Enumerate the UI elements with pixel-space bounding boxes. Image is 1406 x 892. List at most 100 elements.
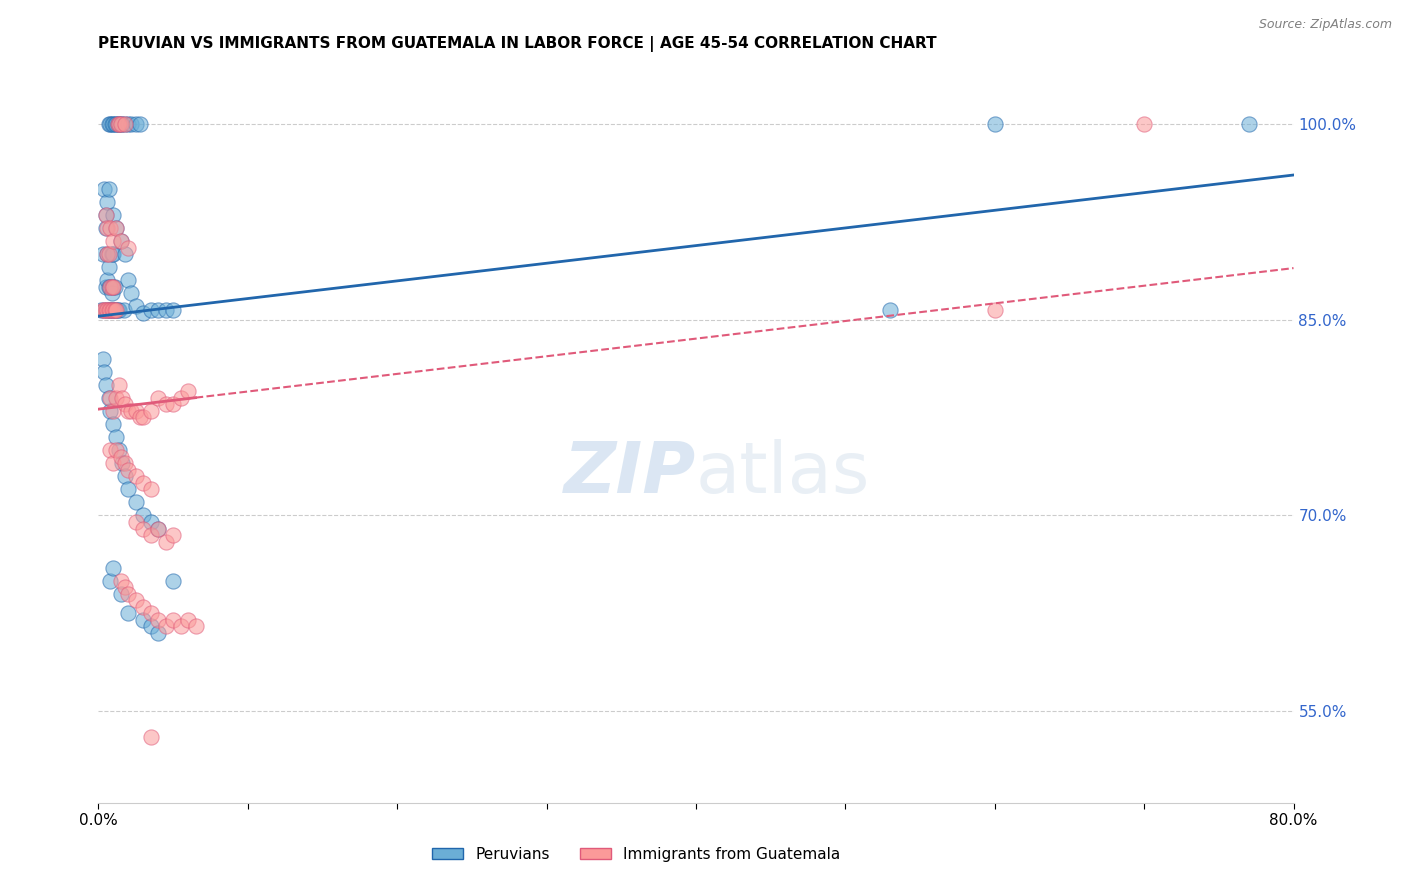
Point: [100, 303, 122, 318]
Point: [103, 234, 125, 248]
Point: [117, 404, 139, 418]
Point: [132, 306, 155, 320]
Point: [110, 587, 132, 601]
Point: [103, 280, 125, 294]
Point: [110, 117, 132, 131]
Point: [148, 626, 170, 640]
Point: [162, 397, 184, 411]
Point: [117, 587, 139, 601]
Point: [107, 117, 129, 131]
Point: [105, 303, 128, 318]
Point: [103, 117, 125, 131]
Point: [100, 280, 122, 294]
Point: [110, 450, 132, 464]
Point: [139, 619, 162, 633]
Point: [139, 515, 162, 529]
Point: [162, 574, 184, 588]
Point: [101, 117, 124, 131]
Point: [155, 534, 177, 549]
Point: [117, 463, 139, 477]
Point: [132, 613, 155, 627]
Point: [125, 469, 148, 483]
Point: [984, 303, 1007, 318]
Point: [125, 495, 148, 509]
Point: [117, 117, 139, 131]
Point: [110, 234, 132, 248]
Point: [104, 303, 127, 318]
Point: [117, 273, 139, 287]
Point: [129, 117, 152, 131]
Point: [97, 303, 120, 318]
Point: [120, 404, 142, 418]
Point: [155, 303, 177, 318]
Point: [120, 117, 142, 131]
Point: [177, 384, 200, 399]
Point: [132, 508, 155, 523]
Point: [114, 117, 136, 131]
Point: [125, 300, 148, 314]
Point: [129, 410, 152, 425]
Point: [177, 613, 200, 627]
Point: [94, 208, 117, 222]
Point: [155, 397, 177, 411]
Point: [94, 377, 117, 392]
Point: [108, 117, 131, 131]
Point: [93, 303, 115, 318]
Point: [132, 599, 155, 614]
Point: [117, 607, 139, 621]
Point: [101, 303, 124, 318]
Point: [105, 117, 128, 131]
Point: [125, 404, 148, 418]
Point: [114, 247, 136, 261]
Point: [90, 303, 112, 318]
Point: [103, 404, 125, 418]
Point: [105, 391, 128, 405]
Point: [97, 247, 120, 261]
Point: [94, 280, 117, 294]
Point: [94, 303, 117, 318]
Point: [148, 522, 170, 536]
Point: [96, 247, 118, 261]
Point: [111, 117, 134, 131]
Point: [111, 456, 134, 470]
Point: [94, 221, 117, 235]
Point: [101, 280, 124, 294]
Point: [108, 117, 131, 131]
Point: [103, 417, 125, 431]
Point: [91, 351, 114, 366]
Point: [100, 303, 122, 318]
Point: [100, 443, 122, 458]
Point: [100, 391, 122, 405]
Point: [100, 221, 122, 235]
Point: [97, 182, 120, 196]
Point: [105, 221, 128, 235]
Point: [132, 475, 155, 490]
Point: [984, 117, 1007, 131]
Point: [103, 247, 125, 261]
Point: [96, 273, 118, 287]
Point: [120, 286, 142, 301]
Point: [101, 286, 124, 301]
Point: [100, 574, 122, 588]
Point: [125, 117, 148, 131]
Point: [139, 528, 162, 542]
Point: [112, 303, 135, 318]
Point: [100, 280, 122, 294]
Point: [155, 619, 177, 633]
Point: [148, 522, 170, 536]
Point: [103, 456, 125, 470]
Point: [96, 221, 118, 235]
Point: [132, 410, 155, 425]
Point: [97, 391, 120, 405]
Point: [94, 208, 117, 222]
Point: [105, 303, 128, 318]
Point: [107, 303, 129, 318]
Point: [100, 117, 122, 131]
Point: [117, 483, 139, 497]
Point: [96, 303, 118, 318]
Point: [114, 456, 136, 470]
Point: [162, 613, 184, 627]
Point: [96, 194, 118, 209]
Text: atlas: atlas: [696, 439, 870, 508]
Point: [97, 117, 120, 131]
